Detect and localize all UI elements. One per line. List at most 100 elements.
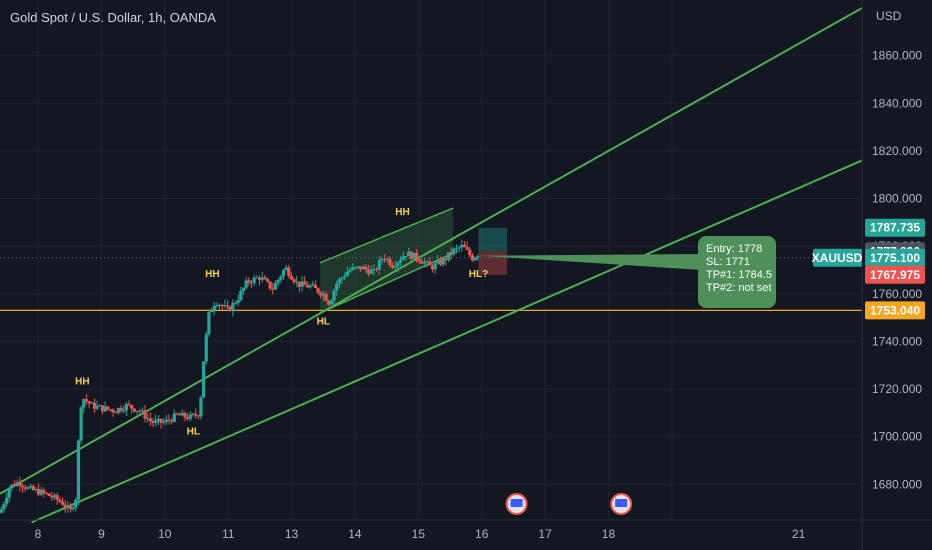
candle-body [31,486,35,490]
y-tick-label: 1760.000 [872,287,922,301]
price-label-tag [865,218,925,237]
candle-body [233,302,238,304]
candle-body [15,482,19,487]
candle-body [156,418,160,421]
candle-body [212,305,216,311]
candle-body [79,407,83,441]
candle-body [146,418,150,420]
currency-label: USD [876,9,902,23]
candle-body [84,399,89,402]
candle-body [348,269,352,272]
y-tick-label: 1680.000 [872,477,922,491]
candle-body [90,402,94,404]
candle-body [220,305,224,307]
candle-body [42,489,46,493]
candle-body [356,266,360,268]
candle-body [369,269,373,274]
x-tick-label: 15 [412,527,426,541]
position-stop-zone[interactable] [478,251,508,275]
candle-body [207,311,211,335]
candle-body [186,417,190,420]
candle-body [401,256,405,260]
candle-body [425,261,429,263]
candle-body [140,410,144,412]
candle-body [244,280,248,288]
candle-body [98,405,102,407]
candle-body [199,397,203,417]
candle-body [287,267,291,276]
candle-body [268,281,272,289]
candle-body [284,267,288,271]
candle-body [324,293,328,301]
candle-body [191,413,195,415]
candle-body [449,252,453,255]
candle-body [111,409,115,413]
candle-body [52,495,57,498]
candle-body [276,279,280,284]
candle-body [414,252,419,260]
candle-body [106,406,110,410]
price-label-tag [865,265,925,284]
candle-body [343,276,347,278]
us-flag-event-icon [510,499,523,507]
candle-body [305,285,310,288]
position-target-zone[interactable] [478,227,508,252]
y-tick-label: 1820.000 [872,144,922,158]
candle-body [372,269,376,271]
candle-body [100,405,105,412]
candle-body [87,401,91,404]
x-tick-label: 11 [222,527,235,541]
candle-body [82,399,86,408]
candle-body [159,418,163,423]
price-label-tag [865,301,925,320]
candle-body [292,279,296,283]
y-tick-label: 1740.000 [872,334,922,348]
candle-body [7,487,11,498]
channel-line[interactable] [31,159,863,524]
candle-body [281,270,286,277]
candle-body [255,277,259,279]
candle-body [60,501,65,505]
candle-body [340,277,344,280]
candle-body [428,261,432,266]
candle-body [239,290,243,301]
x-tick-label: 13 [285,527,299,541]
candle-body [412,252,416,259]
candle-body [430,265,435,270]
candle-body [63,504,67,508]
candle-body [124,404,128,411]
price-label-tag [865,248,925,267]
price-label-text: 1775.100 [870,251,920,265]
candle-body [409,251,413,259]
candle-body [172,413,176,422]
candle-body [383,258,387,260]
candle-body [58,499,62,502]
flag-channel-upper[interactable] [319,207,454,264]
candle-body [327,300,331,305]
swing-label: HL? [469,269,488,280]
candle-body [0,509,3,513]
candle-body [103,406,107,412]
candle-body [215,305,219,307]
candle-body [313,284,317,289]
candle-body [108,409,113,411]
candle-body [26,487,30,489]
x-tick-label: 9 [98,527,105,541]
candle-body [364,266,368,270]
candle-body [50,495,54,498]
candle-body [297,281,302,287]
candle-body [468,249,472,256]
candle-body [231,302,235,311]
candle-body [452,248,456,255]
x-tick-label: 8 [35,527,42,541]
x-tick-label: 16 [475,527,489,541]
candle-body [329,300,333,305]
trade-note-box[interactable] [698,236,776,308]
candle-body [404,255,408,257]
candle-body [417,259,421,262]
candle-body [279,276,283,280]
candle-body [476,256,480,258]
candle-body [249,282,254,284]
